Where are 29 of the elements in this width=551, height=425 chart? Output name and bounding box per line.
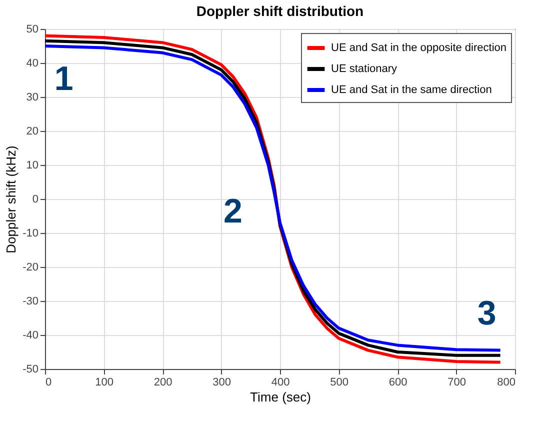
x-tick-label: 100	[95, 376, 114, 388]
x-tick-label: 800	[497, 376, 516, 388]
annotation: 1	[54, 60, 74, 98]
y-tick-label: 30	[26, 92, 38, 104]
legend-label: UE and Sat in the opposite direction	[331, 42, 507, 54]
y-tick-label: 20	[26, 126, 38, 138]
x-tick-label: 500	[330, 376, 348, 388]
y-tick-label: -20	[22, 262, 38, 274]
y-tick-label: -40	[22, 330, 38, 342]
legend-label: UE and Sat in the same direction	[331, 84, 492, 96]
annotation: 3	[477, 294, 496, 333]
x-tick-label: 600	[388, 376, 408, 388]
x-tick-label: 300	[212, 376, 231, 388]
y-tick-label: -50	[22, 364, 38, 376]
legend-label: UE stationary	[331, 63, 398, 75]
x-tick-label: 400	[271, 376, 290, 388]
x-tick-label: 700	[448, 376, 466, 388]
y-tick-label: 40	[26, 58, 38, 70]
annotation: 2	[224, 192, 242, 231]
x-axis-title: Time (sec)	[250, 390, 311, 404]
x-tick-label: 0	[46, 376, 52, 388]
y-tick-label: 10	[26, 160, 38, 172]
y-tick-label: 0	[32, 194, 38, 206]
chart-title: Doppler shift distribution	[196, 3, 364, 19]
y-tick-label: -10	[22, 228, 38, 240]
y-tick-label: 50	[26, 24, 38, 36]
y-tick-label: -30	[22, 296, 38, 308]
y-axis-title: Doppler shift (kHz)	[4, 146, 19, 254]
x-tick-label: 200	[154, 376, 172, 388]
